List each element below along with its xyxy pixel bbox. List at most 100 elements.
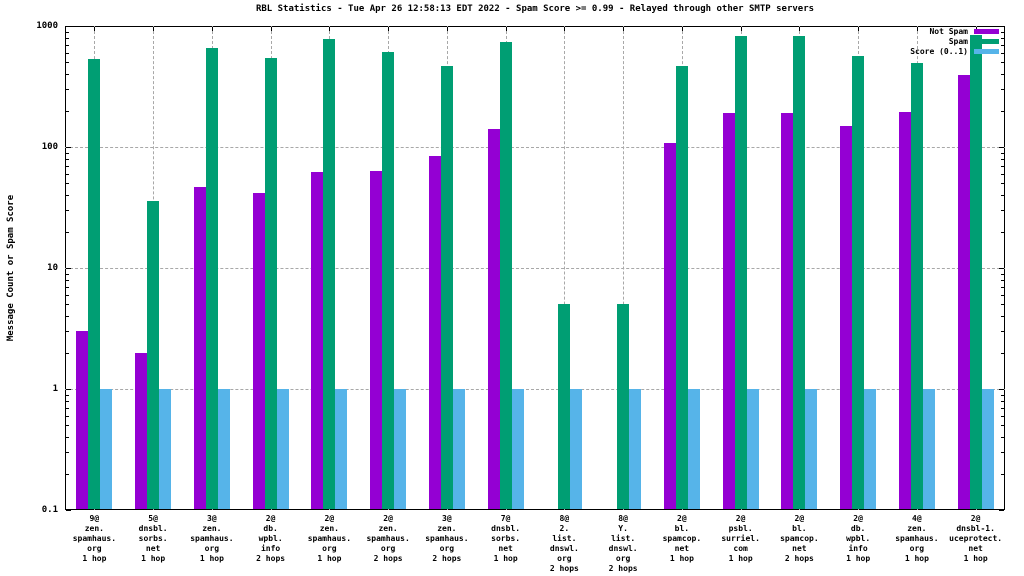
y-minor-tick: [1001, 231, 1004, 233]
bar-not-spam: [428, 156, 441, 509]
y-minor-tick: [66, 173, 69, 175]
bar-score-0-1-: [570, 389, 583, 509]
y-major-tick: [999, 147, 1004, 148]
y-minor-tick: [1001, 286, 1004, 288]
bar-spam: [852, 56, 865, 509]
y-minor-tick: [1001, 31, 1004, 33]
bar-not-spam: [898, 111, 911, 509]
x-tick-top: [564, 27, 566, 31]
y-minor-tick: [1001, 165, 1004, 167]
y-minor-tick: [66, 183, 69, 185]
bar-spam: [675, 65, 688, 509]
y-minor-tick: [1001, 304, 1004, 306]
y-minor-tick: [1001, 352, 1004, 354]
y-minor-tick: [1001, 273, 1004, 275]
y-tick-label: 0.1: [41, 505, 58, 515]
x-tick-top: [681, 27, 683, 31]
bar-score-0-1-: [159, 389, 172, 509]
bar-spam: [499, 41, 512, 509]
y-major-tick: [999, 26, 1004, 27]
x-tick-top: [446, 27, 448, 31]
y-minor-tick: [1001, 52, 1004, 54]
y-minor-tick: [66, 273, 69, 275]
bar-score-0-1-: [922, 389, 935, 509]
x-category-label: 8@ Y. list. dnswl. org 2 hops: [608, 514, 638, 573]
y-minor-tick: [1001, 74, 1004, 76]
bar-spam: [205, 47, 218, 509]
x-category-label: 2@ zen. spamhaus. org 2 hops: [366, 514, 410, 563]
legend-swatch-score-0-1-: [974, 49, 999, 54]
chart-title: RBL Statistics - Tue Apr 26 12:58:13 EDT…: [255, 4, 815, 14]
bar-not-spam: [135, 352, 148, 509]
y-minor-tick: [66, 165, 69, 167]
y-tick-label: 1: [52, 384, 58, 394]
y-minor-tick: [1001, 331, 1004, 333]
bar-not-spam: [957, 75, 970, 509]
bar-spam: [558, 304, 571, 509]
x-category-label: 2@ db. wpbl. info 1 hop: [846, 514, 871, 563]
y-minor-tick: [66, 331, 69, 333]
y-minor-tick: [1001, 183, 1004, 185]
bar-score-0-1-: [452, 389, 465, 509]
y-minor-tick: [66, 152, 69, 154]
x-category-label: 3@ zen. spamhaus. org 2 hops: [425, 514, 469, 563]
x-tick-top: [329, 27, 331, 31]
y-gridline: [65, 147, 1005, 148]
y-minor-tick: [1001, 294, 1004, 296]
y-minor-tick: [66, 425, 69, 427]
bar-not-spam: [193, 186, 206, 509]
bar-score-0-1-: [394, 389, 407, 509]
x-tick-top: [505, 27, 507, 31]
x-category-label: 5@ dnsbl. sorbs. net 1 hop: [138, 514, 168, 563]
x-tick-top: [153, 27, 155, 31]
x-category-label: 2@ dnsbl-1. uceprotect. net 1 hop: [949, 514, 1003, 563]
x-tick-top: [388, 27, 390, 31]
y-minor-tick: [1001, 473, 1004, 475]
legend-swatch-spam: [974, 39, 999, 44]
y-minor-tick: [66, 452, 69, 454]
y-gridline: [65, 389, 1005, 390]
x-tick-top: [211, 27, 213, 31]
bar-spam: [734, 35, 747, 509]
bar-spam: [617, 304, 630, 509]
y-major-tick: [999, 389, 1004, 390]
x-tick-top: [270, 27, 272, 31]
y-minor-tick: [1001, 407, 1004, 409]
y-major-tick: [66, 147, 71, 148]
y-minor-tick: [1001, 152, 1004, 154]
x-tick-top: [623, 27, 625, 31]
y-minor-tick: [66, 52, 69, 54]
legend-swatch-not-spam: [974, 29, 999, 34]
bar-not-spam: [370, 171, 383, 509]
legend-label: Spam: [948, 37, 968, 46]
bar-score-0-1-: [864, 389, 877, 509]
bar-spam: [264, 58, 277, 509]
y-minor-tick: [66, 89, 69, 91]
bar-score-0-1-: [746, 389, 759, 509]
x-category-label: 3@ zen. spamhaus. org 1 hop: [190, 514, 234, 563]
bar-spam: [969, 35, 982, 509]
y-minor-tick: [66, 231, 69, 233]
y-minor-tick: [66, 31, 69, 33]
bar-score-0-1-: [217, 389, 230, 509]
y-major-tick: [999, 268, 1004, 269]
bar-not-spam: [487, 129, 500, 509]
bar-score-0-1-: [511, 389, 524, 509]
y-minor-tick: [66, 195, 69, 197]
x-category-label: 9@ zen. spamhaus. org 1 hop: [72, 514, 117, 563]
x-tick-top: [916, 27, 918, 31]
x-category-label: 4@ zen. spamhaus. org 1 hop: [895, 514, 939, 563]
y-minor-tick: [1001, 89, 1004, 91]
y-minor-tick: [66, 394, 69, 396]
y-minor-tick: [1001, 62, 1004, 64]
y-minor-tick: [1001, 110, 1004, 112]
y-minor-tick: [1001, 437, 1004, 439]
y-major-tick: [66, 389, 71, 390]
y-minor-tick: [1001, 279, 1004, 281]
y-minor-tick: [66, 352, 69, 354]
bar-spam: [440, 65, 453, 509]
bar-spam: [323, 39, 336, 509]
y-minor-tick: [1001, 173, 1004, 175]
x-category-label: 2@ db. wpbl. info 2 hops: [256, 514, 286, 563]
